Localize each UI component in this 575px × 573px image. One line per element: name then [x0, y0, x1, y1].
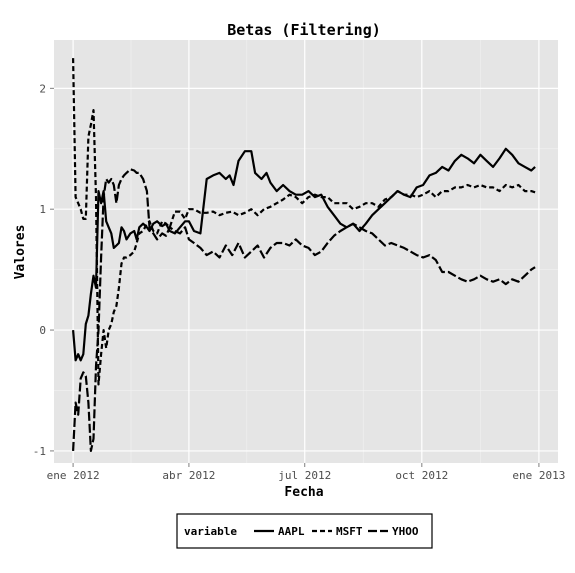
grid-minor: [54, 40, 558, 463]
series-line-msft: [72, 58, 536, 386]
chart-title: Betas (Filtering): [227, 21, 381, 39]
legend-label-msft: MSFT: [336, 525, 363, 538]
y-tick-label: 1: [39, 203, 46, 216]
legend: variable AAPL MSFT YHOO: [176, 513, 433, 549]
plot-panel: [54, 40, 558, 463]
x-tick-label: jul 2012: [278, 469, 331, 482]
x-tick-label: ene 2013: [512, 469, 565, 482]
series-layer: [72, 58, 536, 452]
x-tick-label: ene 2012: [47, 469, 100, 482]
x-ticks: ene 2012 abr 2012 jul 2012 oct 2012 ene 2013: [47, 463, 565, 482]
x-axis-label: Fecha: [284, 485, 323, 500]
series-line-aapl: [72, 147, 536, 362]
y-ticks: -1 0 1 2: [33, 82, 54, 458]
legend-label-aapl: AAPL: [278, 525, 305, 538]
y-axis-label: Valores: [13, 225, 28, 280]
y-tick-label: 0: [39, 324, 46, 337]
legend-label-yhoo: YHOO: [392, 525, 419, 538]
series-line-yhoo: [72, 168, 536, 452]
legend-items: AAPL MSFT YHOO: [254, 525, 419, 538]
legend-box: [176, 513, 433, 549]
x-tick-label: abr 2012: [162, 469, 215, 482]
grid-major: [54, 40, 558, 463]
legend-title: variable: [184, 525, 237, 538]
x-tick-label: oct 2012: [395, 469, 448, 482]
y-tick-label: 2: [39, 82, 46, 95]
y-tick-label: -1: [33, 445, 46, 458]
